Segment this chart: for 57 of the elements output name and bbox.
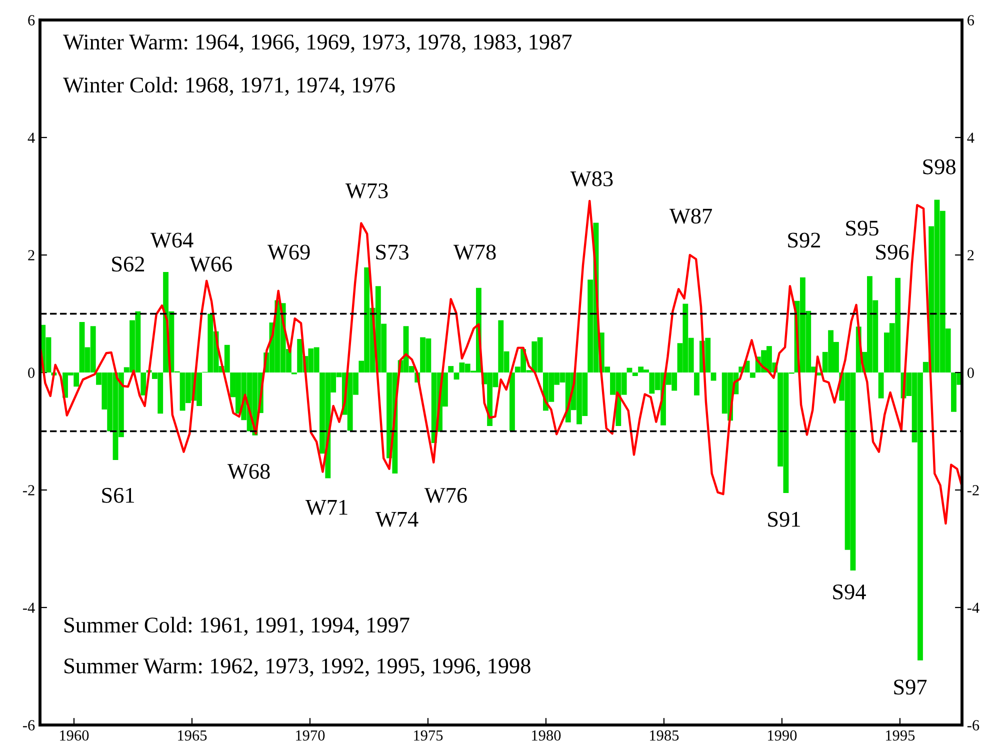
annotation: W74: [375, 512, 418, 527]
y2-tick-label: -6: [967, 720, 980, 730]
annotation: W83: [570, 171, 613, 186]
y-tick-label: -6: [22, 720, 35, 730]
annotation: S96: [876, 244, 909, 260]
annotation: S95: [846, 220, 878, 236]
y-tick-label: -2: [22, 485, 34, 496]
x-tick-label: 1995: [886, 730, 915, 741]
y2-tick-label: 2: [968, 250, 974, 260]
annotation: W78: [453, 244, 496, 260]
bar: [454, 372, 460, 380]
annotation: Summer Cold: 1961, 1991, 1994, 1997: [64, 616, 410, 636]
bar: [448, 366, 454, 372]
annotation: W66: [189, 256, 232, 272]
line-series: [40, 200, 962, 525]
annotation: Summer Warm: 1962, 1973, 1992, 1995, 1996, 1998: [64, 658, 530, 677]
bar: [694, 372, 700, 396]
y2-tick-label: 4: [967, 132, 974, 143]
x-tick-label: 1975: [414, 730, 443, 741]
annotation: W71: [305, 500, 348, 515]
annotation: S92: [788, 232, 820, 248]
y2-tick-label: 6: [968, 15, 974, 26]
annotation: W73: [345, 183, 388, 198]
bar: [951, 372, 956, 412]
annotation: S73: [376, 244, 408, 260]
y-tick-label: 4: [28, 132, 35, 143]
x-tick-label: 1960: [60, 730, 89, 741]
annotation: W76: [424, 488, 467, 503]
y2-tick-label: -2: [967, 485, 979, 496]
annotation: S61: [102, 488, 134, 503]
y-tick-label: -4: [22, 602, 35, 613]
y-tick-label: 2: [28, 250, 34, 260]
bar: [509, 372, 515, 431]
annotation: W69: [267, 244, 310, 260]
x-tick-label: 1985: [650, 730, 679, 741]
y-tick-label: 6: [28, 15, 35, 26]
y2-tick-label: -4: [967, 602, 980, 613]
annotation: S98: [923, 159, 956, 174]
annotation: S97: [894, 680, 927, 695]
annotation: Winter Warm: 1964, 1966, 1969, 1973, 1978, 1983, 1987: [63, 34, 572, 53]
annotation: S91: [768, 512, 800, 527]
bar: [140, 372, 146, 396]
y2-tick-label: 0: [967, 368, 974, 378]
bar: [632, 372, 638, 376]
annotation: S94: [833, 584, 866, 600]
annotation: S62: [112, 256, 144, 272]
x-tick-label: 1980: [532, 730, 561, 741]
annotation: Winter Cold: 1968, 1971, 1974, 1976: [63, 76, 395, 96]
x-tick-label: 1990: [768, 730, 797, 741]
x-tick-label: 1970: [296, 730, 325, 741]
bar: [750, 372, 756, 378]
bar: [878, 372, 884, 398]
annotation: W87: [669, 208, 712, 224]
annotation: W64: [150, 232, 194, 248]
y-tick-label: 0: [28, 368, 35, 378]
x-tick-label: 1965: [178, 730, 207, 741]
annotation: W68: [227, 464, 270, 479]
